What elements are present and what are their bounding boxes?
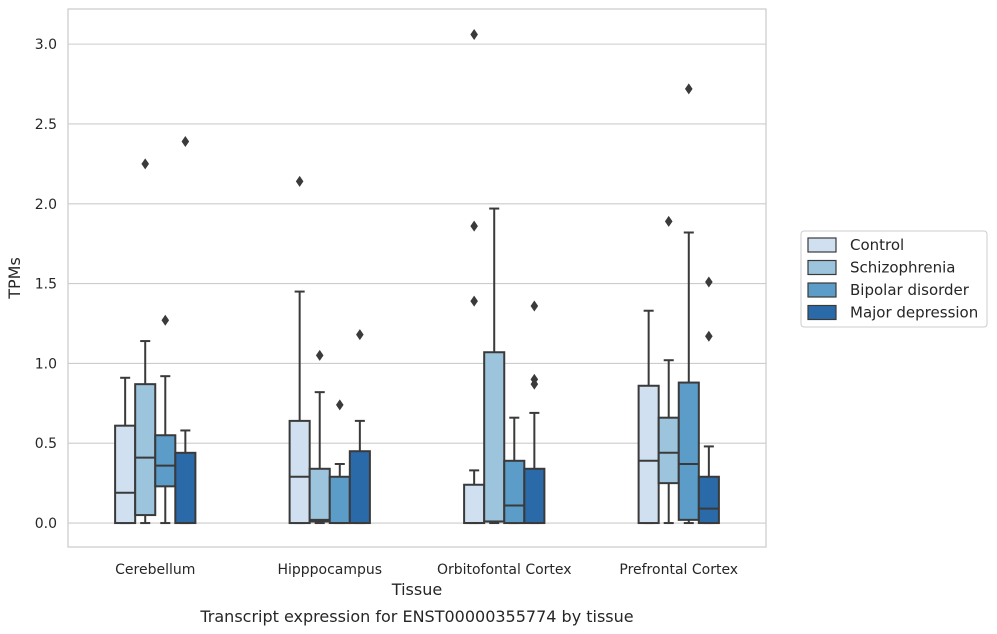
outlier-point	[470, 220, 478, 232]
legend-swatch	[807, 237, 837, 253]
series-control	[114, 29, 660, 525]
x-tick-label: Hipppocampus	[277, 562, 382, 578]
outlier-point	[705, 276, 713, 288]
box	[483, 351, 506, 523]
box	[637, 384, 660, 525]
y-tick-labels: 0.0 0.5 1.0 1.5 2.0 2.5 3.0	[35, 37, 57, 532]
x-tick-label: Orbitofontal Cortex	[437, 562, 572, 578]
legend-frame	[800, 230, 988, 328]
outlier-point	[684, 83, 693, 95]
y-tick-label: 2.5	[35, 117, 57, 133]
box	[677, 381, 700, 521]
legend-label: Bipolar disorder	[850, 281, 970, 299]
outlier-point	[315, 349, 324, 361]
legend-swatch	[807, 282, 837, 298]
legend: Control Schizophrenia Bipolar disorder Majo…	[800, 230, 988, 328]
box	[348, 450, 371, 525]
outlier-point	[470, 29, 478, 41]
y-axis-label: TPMs	[5, 257, 24, 300]
y-tick-label: 0.5	[35, 436, 57, 452]
outlier-point	[530, 373, 539, 385]
box-series	[114, 29, 720, 525]
y-tick-label: 0.0	[35, 516, 57, 532]
x-tick-label: Cerebellum	[115, 562, 195, 578]
outlier-point	[141, 158, 150, 170]
outlier-point	[705, 330, 713, 342]
box	[174, 451, 197, 525]
outlier-point	[335, 399, 344, 411]
y-tick-label: 2.0	[35, 197, 57, 213]
outlier-point	[161, 314, 170, 326]
outlier-point	[664, 215, 673, 227]
figure-caption: Transcript expression for ENST0000035577…	[199, 607, 633, 626]
outlier-point	[470, 295, 478, 307]
x-axis-label: Tissue	[391, 580, 442, 599]
outlier-point	[356, 329, 364, 341]
legend-items: Control Schizophrenia Bipolar disorder Majo…	[807, 236, 978, 322]
box	[463, 483, 486, 525]
x-tick-label: Prefrontal Cortex	[619, 562, 738, 578]
y-tick-label: 3.0	[35, 37, 57, 53]
box	[523, 467, 546, 525]
series-bipolar-disorder	[154, 83, 700, 525]
legend-swatch	[807, 304, 837, 321]
y-tick-label: 1.0	[35, 356, 57, 372]
box	[328, 475, 351, 525]
box	[697, 475, 720, 525]
legend-label: Schizophrenia	[850, 259, 955, 277]
box	[288, 419, 311, 525]
box	[657, 416, 680, 485]
outlier-point	[181, 136, 190, 148]
legend-label: Major depression	[850, 304, 978, 322]
box	[134, 383, 157, 517]
outlier-point	[530, 300, 539, 312]
x-tick-labels: Cerebellum Hipppocampus Orbitofontal Corte…	[115, 562, 738, 578]
y-tick-label: 1.5	[35, 277, 57, 293]
box	[154, 434, 177, 488]
outlier-point	[295, 175, 304, 187]
legend-label: Control	[850, 236, 904, 254]
box	[114, 424, 137, 525]
box	[308, 467, 331, 523]
box	[503, 459, 526, 525]
series-major-depression	[174, 136, 720, 525]
legend-swatch	[807, 259, 837, 276]
